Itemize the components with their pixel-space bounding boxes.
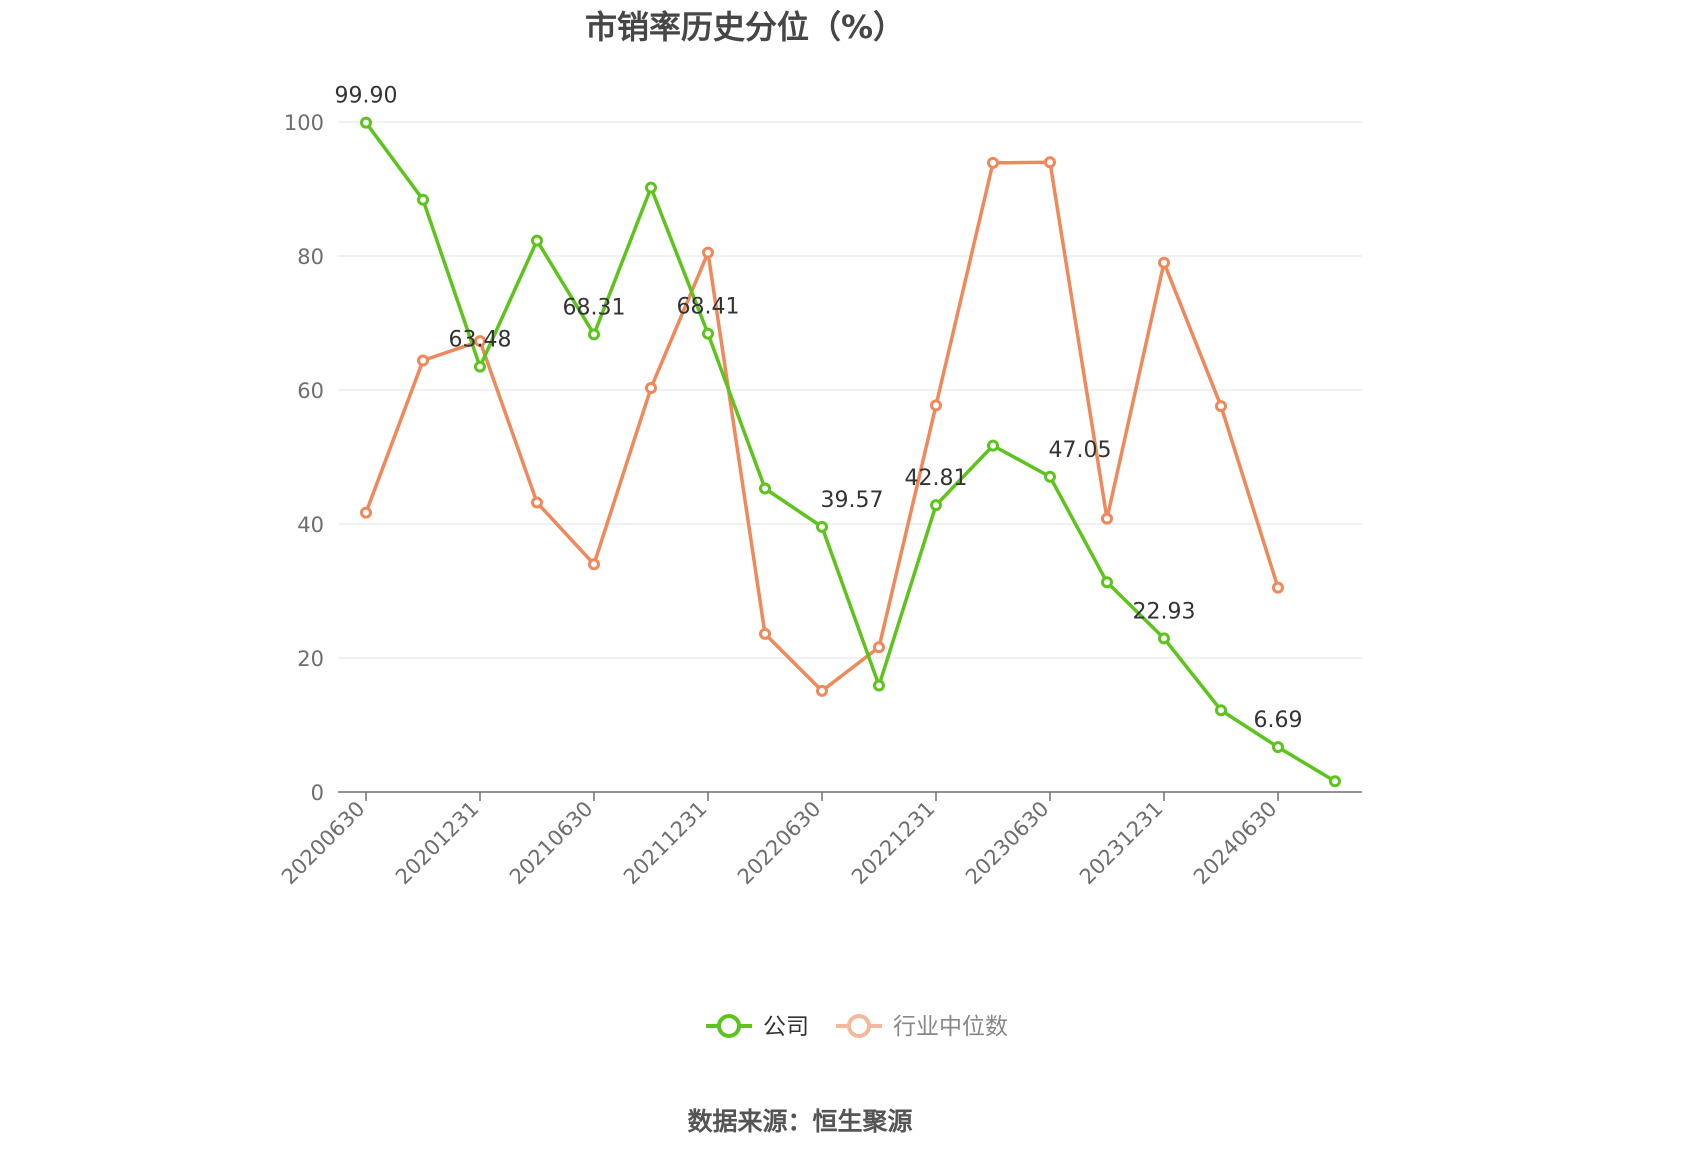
legend-label-company: 公司 [763,1014,809,1040]
data-point-company [873,679,885,692]
data-point-industry-median [360,506,372,519]
series-group [360,116,1341,788]
data-point-company [702,327,714,340]
data-point-company [360,116,372,129]
grid-lines [338,121,1362,659]
data-point-industry-median [987,156,999,169]
legend-label-industry-median: 行业中位数 [893,1014,1008,1040]
data-point-company [1215,704,1227,717]
data-label-company: 22.93 [1133,599,1196,624]
x-tick-label: 20211231 [619,797,712,890]
y-tick-label: 20 [297,647,324,671]
data-point-industry-median [1272,581,1284,594]
data-point-industry-median [531,496,543,509]
x-tick-label: 20220630 [733,797,826,890]
x-tick-label: 20231231 [1075,797,1168,890]
data-point-company [531,234,543,247]
data-point-company [645,181,657,194]
y-tick-label: 100 [284,111,324,135]
data-label-company: 63.48 [449,328,512,353]
data-source-note: 数据来源：恒生聚源 [687,1107,912,1136]
data-point-company [1158,632,1170,645]
y-tick-label: 80 [297,245,324,269]
data-point-company [1101,576,1113,589]
legend-item-company[interactable]: 公司 [706,1014,809,1040]
data-point-company [1272,741,1284,754]
y-tick-label: 0 [311,781,324,805]
data-label-company: 99.90 [335,84,398,109]
data-label-company: 68.31 [563,295,626,320]
data-point-company [816,520,828,533]
series-line-company [364,121,1336,783]
y-tick-label: 40 [297,513,324,537]
x-tick-label: 20230630 [961,797,1054,890]
x-tick-label: 20210630 [505,797,598,890]
data-point-company [417,193,429,206]
data-point-industry-median [816,684,828,697]
data-point-company [987,439,999,452]
y-axis-ticks: 0 20 40 60 80 100 [284,111,324,805]
x-tick-label: 20200630 [277,797,370,890]
data-point-industry-median [417,354,429,367]
legend[interactable]: 公司 行业中位数 [706,1014,1008,1040]
data-label-company: 47.05 [1049,438,1112,463]
x-tick-label: 20201231 [391,797,484,890]
data-point-company [1044,470,1056,483]
data-point-company [588,328,600,341]
data-point-industry-median [1215,400,1227,413]
data-label-company: 68.41 [677,295,740,320]
data-point-industry-median [1044,156,1056,169]
data-labels: 99.90 63.48 68.31 68.41 39.57 42.81 47.05 22.93… [335,84,1303,734]
data-label-company: 6.69 [1254,708,1303,733]
y-tick-label: 60 [297,379,324,403]
data-point-company [1329,775,1341,788]
legend-marker-company [717,1014,741,1038]
x-axis: 20200630 20201231 20210630 20211231 20220630… [277,791,1362,890]
legend-item-industry-median[interactable]: 行业中位数 [836,1014,1008,1040]
data-point-industry-median [588,558,600,571]
data-point-industry-median [474,335,486,348]
legend-marker-industry-median [847,1014,871,1038]
data-label-company: 39.57 [821,488,884,513]
data-point-industry-median [645,381,657,394]
data-point-industry-median [873,641,885,654]
chart-title: 市销率历史分位（%） [585,8,905,46]
data-label-company: 42.81 [905,466,968,491]
x-tick-label: 20240630 [1189,797,1282,890]
x-tick-label: 20221231 [847,797,940,890]
data-point-company [759,482,771,495]
data-point-company [474,360,486,373]
data-point-company [930,499,942,512]
data-point-industry-median [702,246,714,259]
data-point-industry-median [759,627,771,640]
data-point-industry-median [930,399,942,412]
data-point-industry-median [1158,256,1170,269]
data-point-industry-median [1101,512,1113,525]
